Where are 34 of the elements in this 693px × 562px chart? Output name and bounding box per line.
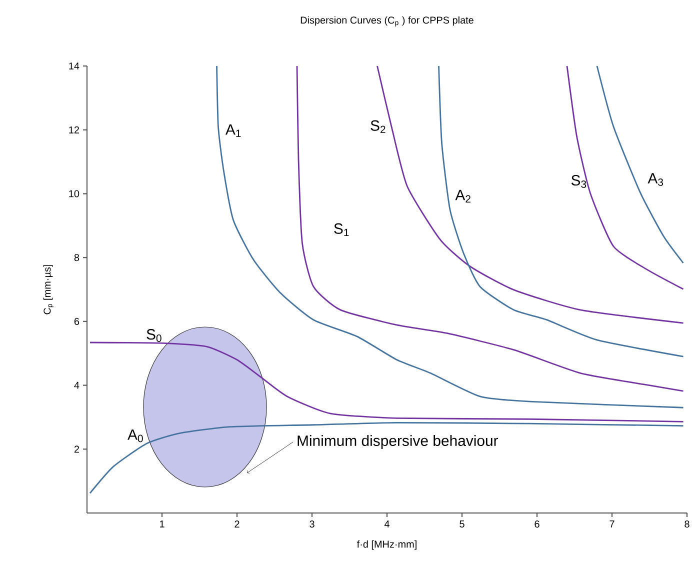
- series-label: S$_{2}$: [370, 120, 386, 134]
- annotation: Minimum dispersive behaviour: [298, 435, 498, 449]
- y-tick-label: 12: [69, 126, 79, 134]
- x-tick-label: 4: [384, 520, 390, 528]
- line-series: [596, 65, 684, 264]
- y-tick-label: 8: [74, 254, 80, 262]
- line-series: [216, 65, 684, 408]
- series-label: S$_{3}$: [571, 174, 586, 188]
- y-tick-label: 14: [69, 62, 80, 70]
- chart-title: Dispersion Curves (C$_{p}$ ) for CPPS plate: [300, 16, 474, 27]
- line-series: [438, 65, 684, 358]
- y-tick-label: 2: [74, 446, 79, 453]
- series-label: A$_{1}$: [225, 124, 241, 137]
- x-axis-title: f·d [MHz·mm]: [356, 540, 416, 550]
- x-tick-label: 6: [534, 520, 540, 528]
- line-series: [89, 422, 684, 494]
- series-label: A$_{0}$: [128, 429, 143, 442]
- text: S$_{1}$: [334, 223, 349, 236]
- y-tick-label: 4: [74, 382, 80, 389]
- line-series: [89, 342, 684, 422]
- x-tick-label: 1: [160, 520, 164, 528]
- x-tick-label: 2: [234, 520, 240, 528]
- line-series: [566, 65, 684, 290]
- y-axis-title: C$_{p}$ [mm·µs]: [43, 264, 54, 314]
- series-label: S$_{0}$: [146, 329, 162, 342]
- x-tick-label: 7: [610, 520, 614, 528]
- series-label: A$_{2}$: [455, 190, 470, 202]
- x-tick-label: 3: [310, 520, 314, 528]
- y-tick-label: 10: [69, 190, 80, 198]
- x-tick-label: 8: [684, 520, 690, 528]
- series-label: A$_{3}$: [648, 173, 664, 186]
- x-tick-label: 5: [460, 520, 464, 528]
- y-tick-label: 6: [74, 318, 80, 325]
- line-series: [296, 65, 684, 392]
